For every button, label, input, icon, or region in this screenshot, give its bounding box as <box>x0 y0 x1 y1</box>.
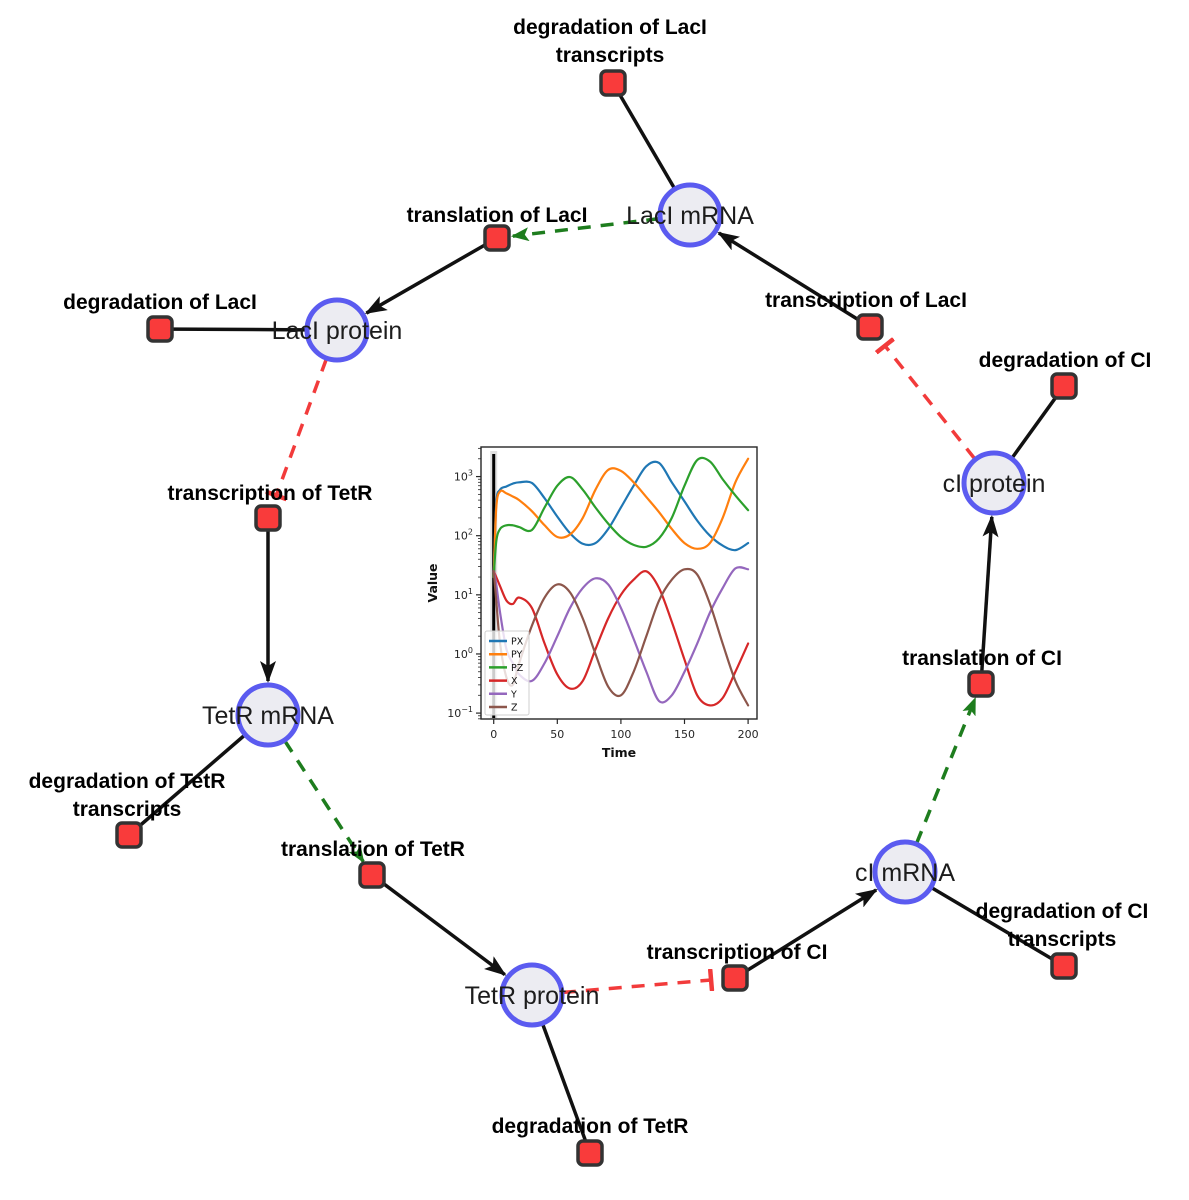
reaction-label-transc_laci: transcription of LacI <box>765 289 967 312</box>
chart-series-Z <box>492 567 750 707</box>
edge-production-transl_tetr-to-tetr_prot <box>380 880 507 976</box>
y-tick-label: 100 <box>454 646 473 661</box>
x-tick-label: 50 <box>550 728 564 741</box>
species-label-tetr_prot: TetR protein <box>465 982 600 1010</box>
reaction-label-transl_laci: translation of LacI <box>407 204 588 227</box>
species-node-ci_prot[interactable] <box>961 450 1027 516</box>
reaction-label-deg_tetr: degradation of TetR <box>492 1115 689 1138</box>
chart-axes-box <box>480 446 758 720</box>
species-node-tetr_prot[interactable] <box>499 962 565 1028</box>
reaction-label-deg_laci_tr: degradation of LacI transcripts <box>513 16 707 67</box>
y-tick-label: 101 <box>454 587 473 602</box>
reaction-node-deg_laci_tr[interactable] <box>599 69 627 97</box>
edge-consumption-ci_prot-to-deg_ci <box>1010 395 1058 459</box>
chart-xlabel: Time <box>602 745 636 760</box>
edge-consumption-laci_prot-to-deg_laci <box>172 327 307 332</box>
reaction-node-transc_laci[interactable] <box>856 313 884 341</box>
nodes-layer <box>115 69 1078 1167</box>
reaction-node-deg_ci[interactable] <box>1050 372 1078 400</box>
reaction-node-deg_tetr_tr[interactable] <box>115 821 143 849</box>
edge-modifier-ci_mrna-to-transl_ci <box>914 696 977 844</box>
y-tick-label: 10−1 <box>447 705 473 720</box>
edge-modifier-laci_mrna-to-transl_laci <box>510 216 660 242</box>
reaction-node-transl_ci[interactable] <box>967 670 995 698</box>
chart-series-PY <box>492 457 750 579</box>
inset-chart: 0 50 100 150 20010−1100101102103TimeValuePXP… <box>425 446 759 760</box>
edge-inhibition-ci_prot-to-transc_laci <box>885 346 977 460</box>
reaction-node-transl_tetr[interactable] <box>358 861 386 889</box>
legend-label-PY: PY <box>511 650 523 661</box>
x-tick-label: 200 <box>738 728 759 741</box>
edge-production-transc_ci-to-ci_mrna <box>744 888 878 974</box>
species-label-laci_prot: LacI protein <box>272 317 403 345</box>
reaction-node-transc_ci[interactable] <box>721 964 749 992</box>
species-label-laci_mrna: LacI mRNA <box>626 202 754 230</box>
chart-legend: PX PY PZ XYZ <box>484 630 530 716</box>
y-tick-label: 102 <box>454 528 473 543</box>
species-node-ci_mrna[interactable] <box>872 839 938 905</box>
reaction-label-deg_ci: degradation of CI <box>979 349 1152 372</box>
x-tick-label: 0 <box>490 728 497 741</box>
reaction-node-transl_laci[interactable] <box>483 224 511 252</box>
chart-series-PX <box>492 460 750 579</box>
edge-inhibition-laci_prot-to-transc_tetr <box>276 358 328 495</box>
reaction-label-transl_ci: translation of CI <box>902 647 1062 670</box>
species-node-tetr_mrna[interactable] <box>235 682 301 748</box>
edge-consumption-tetr_mrna-to-deg_tetr_tr <box>137 733 246 828</box>
reaction-node-deg_ci_tr[interactable] <box>1050 952 1078 980</box>
edge-modifier-tetr_mrna-to-transl_tetr <box>283 740 365 864</box>
reaction-label-deg_laci: degradation of LacI <box>63 291 257 314</box>
labels-layer: degradation of LacI transcripts translatio… <box>29 16 1152 1138</box>
x-tick-label: 150 <box>674 728 695 741</box>
chart-series-Y <box>492 566 750 704</box>
edge-consumption-ci_mrna-to-deg_ci_tr <box>930 886 1054 961</box>
reaction-label-transc_ci: transcription of CI <box>647 941 828 964</box>
chart-series-X <box>492 570 750 707</box>
edge-production-transl_laci-to-laci_prot <box>364 242 488 315</box>
species-label-ci_prot: cI protein <box>943 470 1046 498</box>
legend-label-Y: Y <box>510 689 517 700</box>
legend-label-Z: Z <box>511 703 518 714</box>
reaction-node-transc_tetr[interactable] <box>254 504 282 532</box>
reaction-node-deg_tetr[interactable] <box>576 1139 604 1167</box>
edge-inhibition-tetr_prot-to-transc_ci <box>562 980 711 995</box>
reaction-label-deg_ci_tr: degradation of CI transcripts <box>976 900 1149 951</box>
edge-production-transc_laci-to-laci_mrna <box>717 231 861 323</box>
legend-label-PX: PX <box>511 637 524 648</box>
chart-ylabel: Value <box>425 563 440 602</box>
x-tick-label: 100 <box>610 728 631 741</box>
edge-consumption-tetr_prot-to-deg_tetr <box>541 1023 588 1142</box>
legend-label-X: X <box>511 676 518 687</box>
edge-production-transl_ci-to-ci_prot <box>980 514 999 673</box>
reaction-label-transc_tetr: transcription of TetR <box>168 482 373 505</box>
legend-label-PZ: PZ <box>511 663 524 674</box>
species-node-laci_prot[interactable] <box>304 297 370 363</box>
edge-consumption-laci_mrna-to-deg_laci_tr <box>618 93 676 190</box>
y-tick-label: 103 <box>454 469 473 484</box>
chart-series-PZ <box>492 456 750 579</box>
species-label-ci_mrna: cI mRNA <box>855 859 955 887</box>
edges-layer <box>137 93 1058 1142</box>
species-node-laci_mrna[interactable] <box>657 182 723 248</box>
reaction-label-deg_tetr_tr: degradation of TetR transcripts <box>29 770 226 821</box>
reaction-node-deg_laci[interactable] <box>146 315 174 343</box>
species-label-tetr_mrna: TetR mRNA <box>202 702 334 730</box>
reaction-label-transl_tetr: translation of TetR <box>281 838 465 861</box>
